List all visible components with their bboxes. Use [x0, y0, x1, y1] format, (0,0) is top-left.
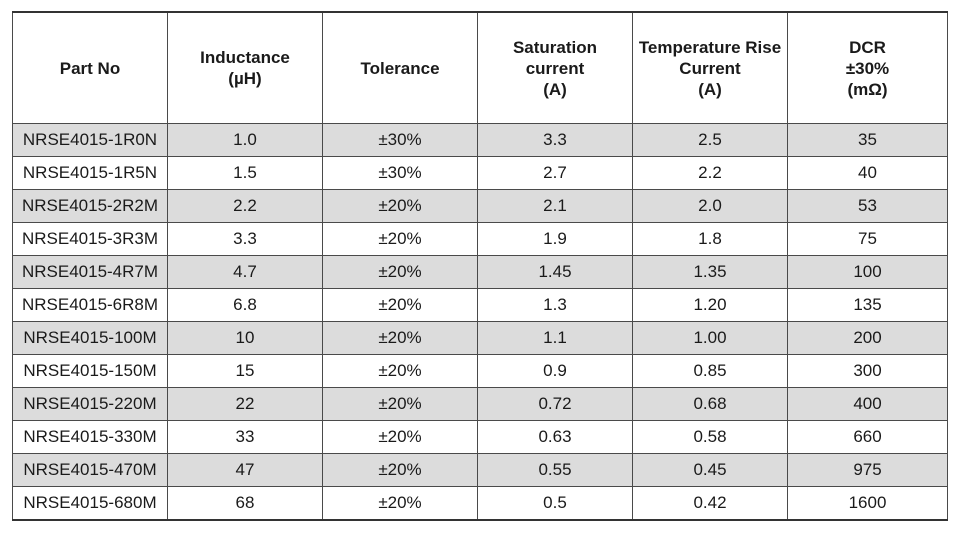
cell-dcr: 40 [787, 156, 948, 190]
cell-tolerance: ±20% [322, 387, 478, 421]
cell-part-no: NRSE4015-220M [12, 387, 168, 421]
table-row: NRSE4015-4R7M 4.7 ±20% 1.45 1.35 100 [12, 255, 948, 289]
cell-dcr: 660 [787, 420, 948, 454]
cell-dcr: 400 [787, 387, 948, 421]
table-row: NRSE4015-330M 33 ±20% 0.63 0.58 660 [12, 420, 948, 454]
cell-tolerance: ±20% [322, 354, 478, 388]
table-row: NRSE4015-220M 22 ±20% 0.72 0.68 400 [12, 387, 948, 421]
cell-tolerance: ±20% [322, 189, 478, 223]
cell-dcr: 53 [787, 189, 948, 223]
cell-dcr: 135 [787, 288, 948, 322]
cell-part-no: NRSE4015-100M [12, 321, 168, 355]
cell-saturation-current: 0.5 [477, 486, 633, 521]
cell-part-no: NRSE4015-150M [12, 354, 168, 388]
cell-inductance: 4.7 [167, 255, 323, 289]
cell-inductance: 15 [167, 354, 323, 388]
cell-tolerance: ±20% [322, 453, 478, 487]
cell-temperature-rise-current: 0.42 [632, 486, 788, 521]
cell-tolerance: ±20% [322, 222, 478, 256]
cell-part-no: NRSE4015-470M [12, 453, 168, 487]
header-row: Part No Inductance (µH) Tolerance Satura… [12, 11, 948, 124]
cell-temperature-rise-current: 1.00 [632, 321, 788, 355]
cell-tolerance: ±20% [322, 420, 478, 454]
cell-inductance: 3.3 [167, 222, 323, 256]
cell-part-no: NRSE4015-680M [12, 486, 168, 521]
header-tolerance: Tolerance [322, 11, 478, 124]
cell-part-no: NRSE4015-1R0N [12, 123, 168, 157]
cell-dcr: 75 [787, 222, 948, 256]
cell-part-no: NRSE4015-330M [12, 420, 168, 454]
cell-saturation-current: 0.63 [477, 420, 633, 454]
table-row: NRSE4015-3R3M 3.3 ±20% 1.9 1.8 75 [12, 222, 948, 256]
cell-inductance: 68 [167, 486, 323, 521]
table-row: NRSE4015-2R2M 2.2 ±20% 2.1 2.0 53 [12, 189, 948, 223]
cell-inductance: 6.8 [167, 288, 323, 322]
inductor-spec-table: Part No Inductance (µH) Tolerance Satura… [12, 11, 948, 521]
cell-tolerance: ±20% [322, 486, 478, 521]
cell-part-no: NRSE4015-4R7M [12, 255, 168, 289]
cell-temperature-rise-current: 2.2 [632, 156, 788, 190]
table-row: NRSE4015-150M 15 ±20% 0.9 0.85 300 [12, 354, 948, 388]
table-row: NRSE4015-1R5N 1.5 ±30% 2.7 2.2 40 [12, 156, 948, 190]
cell-tolerance: ±20% [322, 288, 478, 322]
header-part-no: Part No [12, 11, 168, 124]
cell-inductance: 47 [167, 453, 323, 487]
cell-saturation-current: 1.45 [477, 255, 633, 289]
cell-saturation-current: 0.55 [477, 453, 633, 487]
cell-dcr: 100 [787, 255, 948, 289]
cell-tolerance: ±20% [322, 321, 478, 355]
cell-part-no: NRSE4015-6R8M [12, 288, 168, 322]
cell-temperature-rise-current: 0.58 [632, 420, 788, 454]
table-row: NRSE4015-6R8M 6.8 ±20% 1.3 1.20 135 [12, 288, 948, 322]
cell-inductance: 1.0 [167, 123, 323, 157]
cell-tolerance: ±30% [322, 156, 478, 190]
cell-tolerance: ±20% [322, 255, 478, 289]
cell-dcr: 975 [787, 453, 948, 487]
header-saturation-current: Saturation current (A) [477, 11, 633, 124]
cell-temperature-rise-current: 2.5 [632, 123, 788, 157]
cell-saturation-current: 2.7 [477, 156, 633, 190]
cell-dcr: 300 [787, 354, 948, 388]
cell-dcr: 200 [787, 321, 948, 355]
cell-inductance: 2.2 [167, 189, 323, 223]
cell-part-no: NRSE4015-1R5N [12, 156, 168, 190]
cell-inductance: 33 [167, 420, 323, 454]
cell-part-no: NRSE4015-3R3M [12, 222, 168, 256]
cell-saturation-current: 3.3 [477, 123, 633, 157]
header-temperature-rise-current: Temperature Rise Current (A) [632, 11, 788, 124]
header-dcr: DCR ±30% (mΩ) [787, 11, 948, 124]
header-inductance: Inductance (µH) [167, 11, 323, 124]
cell-inductance: 1.5 [167, 156, 323, 190]
cell-saturation-current: 1.9 [477, 222, 633, 256]
cell-saturation-current: 0.9 [477, 354, 633, 388]
cell-temperature-rise-current: 0.45 [632, 453, 788, 487]
cell-temperature-rise-current: 0.85 [632, 354, 788, 388]
cell-saturation-current: 2.1 [477, 189, 633, 223]
cell-saturation-current: 0.72 [477, 387, 633, 421]
table-row: NRSE4015-680M 68 ±20% 0.5 0.42 1600 [12, 486, 948, 521]
cell-dcr: 35 [787, 123, 948, 157]
cell-inductance: 22 [167, 387, 323, 421]
cell-dcr: 1600 [787, 486, 948, 521]
cell-saturation-current: 1.3 [477, 288, 633, 322]
cell-temperature-rise-current: 1.8 [632, 222, 788, 256]
cell-part-no: NRSE4015-2R2M [12, 189, 168, 223]
cell-temperature-rise-current: 0.68 [632, 387, 788, 421]
cell-saturation-current: 1.1 [477, 321, 633, 355]
table-row: NRSE4015-100M 10 ±20% 1.1 1.00 200 [12, 321, 948, 355]
cell-temperature-rise-current: 1.35 [632, 255, 788, 289]
cell-inductance: 10 [167, 321, 323, 355]
cell-temperature-rise-current: 2.0 [632, 189, 788, 223]
table-row: NRSE4015-1R0N 1.0 ±30% 3.3 2.5 35 [12, 123, 948, 157]
table-row: NRSE4015-470M 47 ±20% 0.55 0.45 975 [12, 453, 948, 487]
cell-tolerance: ±30% [322, 123, 478, 157]
cell-temperature-rise-current: 1.20 [632, 288, 788, 322]
